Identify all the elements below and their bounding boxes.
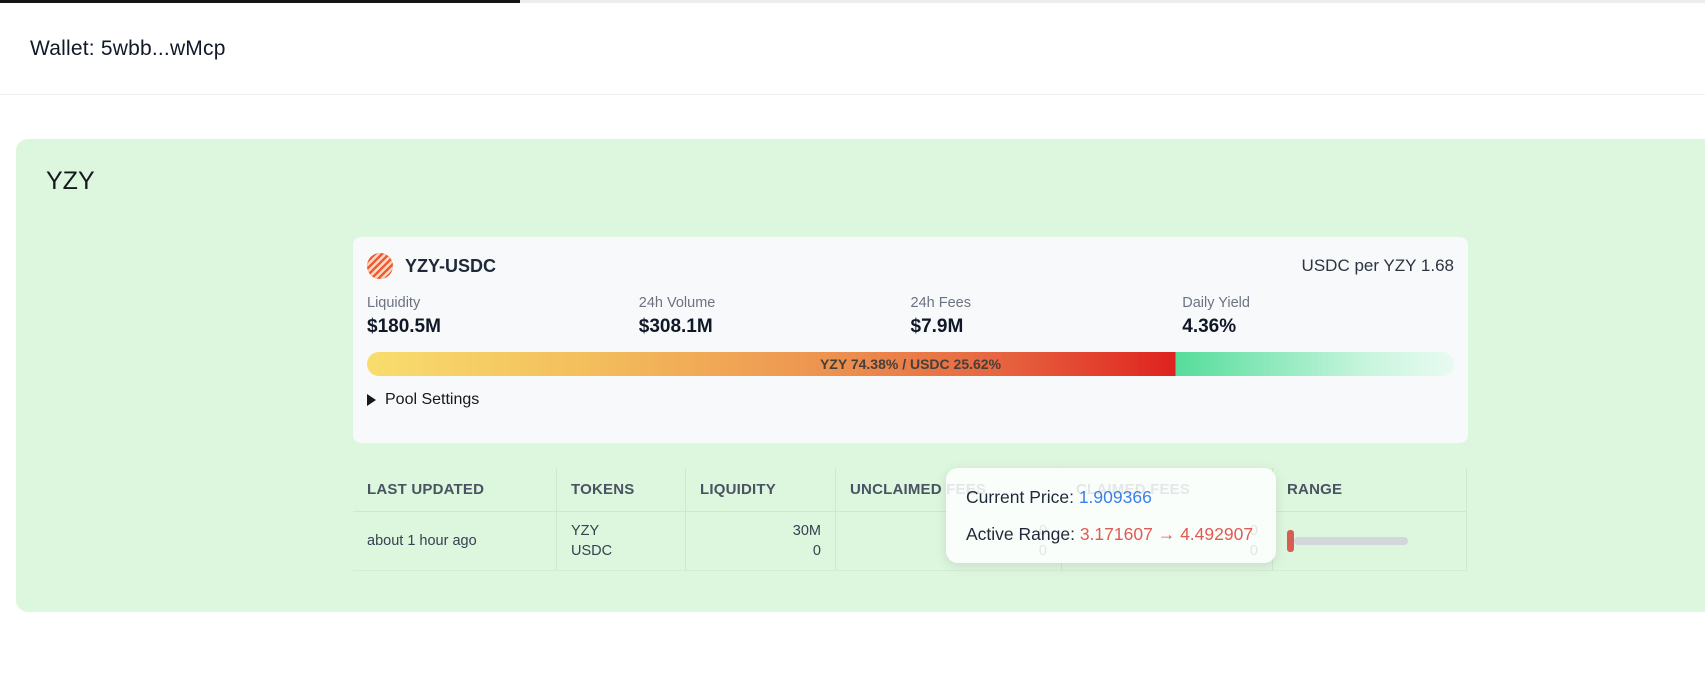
col-header-liquidity[interactable]: LIQUIDITY [686,468,836,511]
pool-card: YZY-USDC USDC per YZY 1.68 Liquidity $18… [353,237,1468,443]
cell-tokens: YZY USDC [557,512,686,570]
token-b-label: USDC [571,543,613,559]
stat-label: 24h Fees [910,295,971,311]
positions-table: LAST UPDATED TOKENS LIQUIDITY UNCLAIMED … [353,468,1467,571]
pool-card-header: YZY-USDC USDC per YZY 1.68 [367,253,1454,279]
stat-value: $308.1M [638,316,713,337]
stat-liquidity: Liquidity $180.5M [367,295,639,338]
cell-last-updated: about 1 hour ago [353,512,557,570]
stat-value: $180.5M [367,316,441,337]
stat-value: 4.36% [1182,316,1237,337]
active-range-line: Active Range: 3.171607 → 4.492907 [966,522,1256,546]
token-pair-icon [367,253,393,279]
stat-value: $7.9M [910,316,964,337]
col-header-tokens[interactable]: TOKENS [557,468,686,511]
cell-range [1273,512,1467,570]
current-price-line: Current Price: 1.909366 [966,485,1256,509]
col-header-range[interactable]: RANGE [1273,468,1467,511]
current-price-label: Current Price: [966,487,1074,507]
wallet-address-label: Wallet: 5wbb...wMcp [30,36,226,60]
panel-title: YZY [46,167,95,195]
right-arrow-icon: → [1157,524,1176,544]
col-header-last-updated[interactable]: LAST UPDATED [353,468,557,511]
stat-volume: 24h Volume $308.1M [639,295,911,338]
table-header-row: LAST UPDATED TOKENS LIQUIDITY UNCLAIMED … [353,468,1467,512]
stat-label: 24h Volume [638,295,716,311]
range-current-price-marker-icon [1287,530,1294,552]
token-a-label: YZY [571,523,600,539]
expand-triangle-icon [367,394,376,406]
range-indicator[interactable] [1287,530,1452,552]
liquidity-token-a: 30M [792,523,821,539]
pool-price-note: USDC per YZY 1.68 [1301,256,1454,275]
token-ratio-label: YZY 74.38% / USDC 25.62% [819,356,1002,372]
pool-settings-label: Pool Settings [385,391,480,408]
token-ratio-bar: YZY 74.38% / USDC 25.62% [367,352,1454,376]
active-range-label: Active Range: [966,524,1075,544]
pool-settings-toggle[interactable]: Pool Settings [367,391,1454,409]
token-panel: YZY YZY-USDC USDC per YZY 1.68 Liquidity… [16,139,1705,612]
cell-liquidity: 30M 0 [686,512,836,570]
stat-fees: 24h Fees $7.9M [911,295,1183,338]
table-row[interactable]: about 1 hour ago YZY USDC 30M 0 0 0 [353,512,1467,571]
wallet-header: Wallet: 5wbb...wMcp [0,3,1705,95]
top-loading-strip [0,0,1705,3]
pool-stats-row: Liquidity $180.5M 24h Volume $308.1M 24h… [367,295,1454,338]
range-from-value: 3.171607 [1079,524,1153,544]
stat-daily-yield: Daily Yield 4.36% [1182,295,1454,338]
stat-label: Daily Yield [1182,295,1250,311]
current-price-value: 1.909366 [1078,487,1152,507]
range-to-value: 4.492907 [1180,524,1254,544]
liquidity-token-b: 0 [812,543,821,559]
price-range-tooltip: Current Price: 1.909366 Active Range: 3.… [946,468,1276,563]
range-track [1294,537,1408,545]
stat-label: Liquidity [367,295,421,311]
pool-pair-label: YZY-USDC [405,255,497,276]
